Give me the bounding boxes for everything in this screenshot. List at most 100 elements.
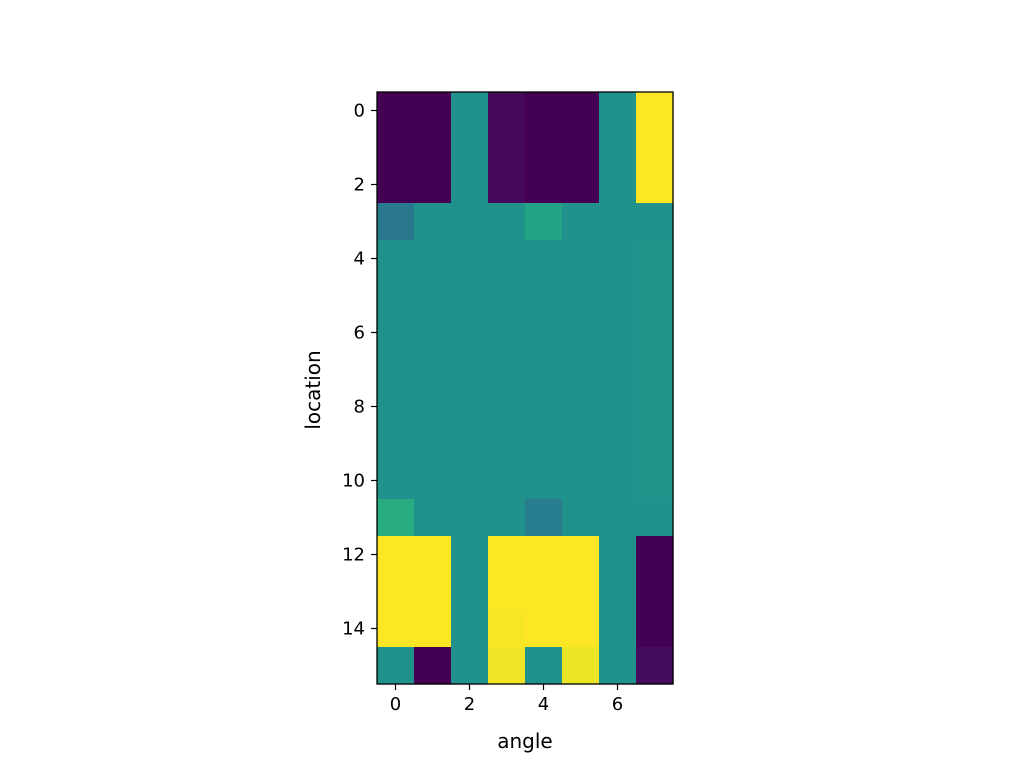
- heatmap-cell: [599, 647, 637, 685]
- heatmap-cell: [599, 425, 637, 463]
- heatmap-cell: [414, 647, 452, 685]
- heatmap-cell: [599, 277, 637, 315]
- heatmap-cell: [599, 499, 637, 537]
- x-tick-label: 0: [390, 694, 401, 715]
- heatmap-cell: [451, 92, 489, 130]
- heatmap-cell: [488, 610, 526, 648]
- x-tick-label: 2: [464, 694, 475, 715]
- heatmap-cell: [562, 203, 600, 241]
- x-tick-label: 6: [612, 694, 623, 715]
- heatmap-cell: [414, 129, 452, 167]
- heatmap-cell: [562, 240, 600, 278]
- heatmap-cell: [488, 314, 526, 352]
- heatmap-cell: [562, 647, 600, 685]
- heatmap-cell: [377, 351, 415, 389]
- heatmap-cell: [562, 425, 600, 463]
- heatmap-cell: [377, 166, 415, 204]
- heatmap-cell: [525, 277, 563, 315]
- heatmap-cell: [636, 203, 674, 241]
- y-tick-label: 8: [354, 397, 365, 418]
- heatmap-cell: [377, 388, 415, 426]
- heatmap-cell: [525, 388, 563, 426]
- heatmap-cell: [599, 314, 637, 352]
- heatmap-cell: [562, 166, 600, 204]
- heatmap-cell: [599, 240, 637, 278]
- heatmap-cell: [636, 388, 674, 426]
- y-tick-label: 12: [342, 545, 365, 566]
- heatmap-cell: [451, 573, 489, 611]
- x-axis-label: angle: [497, 729, 553, 753]
- heatmap-cell: [488, 499, 526, 537]
- x-tick-label: 4: [538, 694, 549, 715]
- heatmap-cell: [562, 129, 600, 167]
- heatmap-cell: [451, 610, 489, 648]
- heatmap-cell: [599, 351, 637, 389]
- heatmap-cell: [414, 462, 452, 500]
- heatmap-cell: [525, 203, 563, 241]
- heatmap-cell: [414, 388, 452, 426]
- heatmap-cell: [525, 314, 563, 352]
- heatmap-cell: [451, 351, 489, 389]
- y-tick-label: 6: [354, 323, 365, 344]
- heatmap-cell: [451, 388, 489, 426]
- heatmap-cell: [451, 166, 489, 204]
- heatmap-cell: [636, 351, 674, 389]
- heatmap-cell: [562, 388, 600, 426]
- heatmap-cell: [488, 203, 526, 241]
- heatmap-cell: [525, 240, 563, 278]
- y-axis: 0 2 4 6 8 10 12 14: [342, 101, 377, 640]
- heatmap-cell: [599, 388, 637, 426]
- heatmap-cell: [525, 536, 563, 574]
- heatmap-cell: [525, 351, 563, 389]
- heatmap-cell: [488, 92, 526, 130]
- heatmap-cell: [562, 314, 600, 352]
- heatmap-cell: [451, 536, 489, 574]
- heatmap-cell: [525, 166, 563, 204]
- heatmap-cell: [636, 92, 674, 130]
- heatmap-cell: [377, 536, 415, 574]
- heatmap-cell: [414, 573, 452, 611]
- heatmap-cell: [525, 647, 563, 685]
- heatmap-cell: [488, 425, 526, 463]
- heatmap-cell: [414, 536, 452, 574]
- heatmap-cell: [451, 203, 489, 241]
- heatmap-cell: [451, 499, 489, 537]
- heatmap-cell: [377, 499, 415, 537]
- heatmap-cell: [525, 462, 563, 500]
- heatmap-cell: [636, 277, 674, 315]
- heatmap-cell: [488, 277, 526, 315]
- heatmap-cell: [451, 314, 489, 352]
- heatmap-cell: [488, 129, 526, 167]
- heatmap-cell: [377, 129, 415, 167]
- heatmap-cell: [636, 573, 674, 611]
- heatmap-cell: [414, 92, 452, 130]
- heatmap-cell: [414, 499, 452, 537]
- heatmap-cell: [562, 277, 600, 315]
- heatmap-cell: [636, 425, 674, 463]
- y-tick-label: 4: [354, 249, 365, 270]
- heatmap-cell: [451, 240, 489, 278]
- y-axis-label: location: [301, 350, 325, 429]
- heatmap-cell: [599, 610, 637, 648]
- heatmap-cell: [636, 499, 674, 537]
- heatmap-cell: [562, 499, 600, 537]
- heatmap-cell: [377, 314, 415, 352]
- heatmap-cell: [525, 573, 563, 611]
- heatmap-cell: [377, 647, 415, 685]
- heatmap-cell: [599, 462, 637, 500]
- heatmap-cell: [488, 166, 526, 204]
- heatmap-cells: [377, 92, 674, 685]
- heatmap-cell: [377, 462, 415, 500]
- heatmap-cell: [636, 647, 674, 685]
- y-tick-label: 10: [342, 471, 365, 492]
- heatmap-cell: [488, 462, 526, 500]
- heatmap-cell: [525, 610, 563, 648]
- heatmap-cell: [525, 129, 563, 167]
- heatmap-cell: [377, 573, 415, 611]
- heatmap-cell: [636, 240, 674, 278]
- heatmap-cell: [488, 573, 526, 611]
- heatmap-cell: [488, 536, 526, 574]
- heatmap-cell: [599, 573, 637, 611]
- heatmap-cell: [414, 203, 452, 241]
- heatmap-cell: [377, 92, 415, 130]
